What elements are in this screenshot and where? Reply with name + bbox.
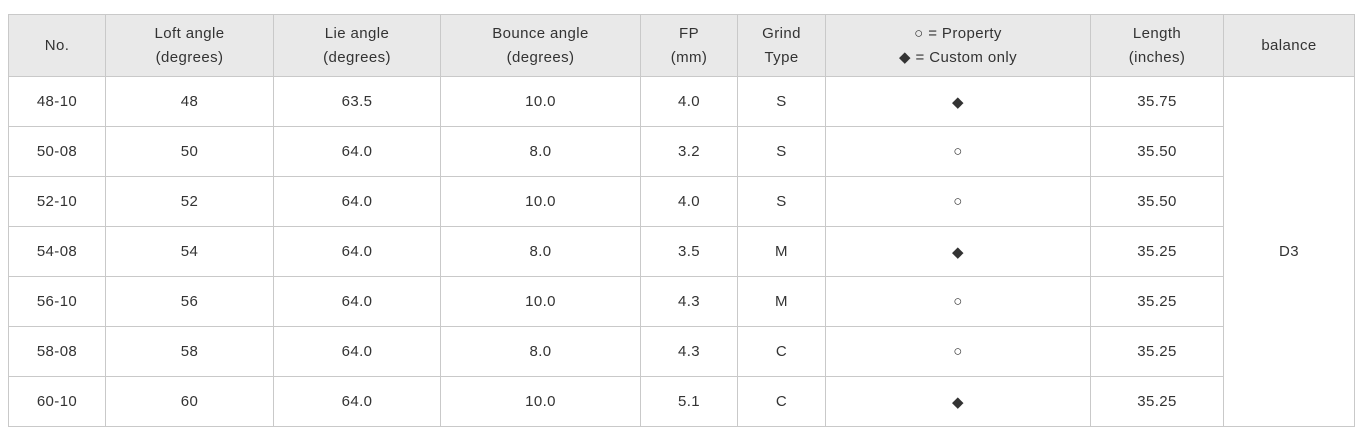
header-grind-type: Grind Type [737,14,826,77]
cell-fp: 5.1 [640,376,738,427]
header-grind-line2: Type [764,48,799,66]
header-length: Length (inches) [1090,14,1224,77]
header-lie-angle: Lie angle (degrees) [273,14,441,77]
header-length-line1: Length [1132,24,1182,42]
table-row: 60-10 60 64.0 10.0 5.1 C ◆ 35.25 [8,376,1355,427]
header-bounce-angle: Bounce angle (degrees) [440,14,641,77]
property-icon: ○ [825,326,1091,377]
header-row: No. Loft angle (degrees) Lie angle (degr… [8,14,1355,77]
cell-length: 35.25 [1090,276,1224,327]
cell-bounce: 10.0 [440,276,641,327]
cell-loft: 54 [105,226,274,277]
cell-loft: 48 [105,76,274,127]
cell-length: 35.25 [1090,376,1224,427]
legend-custom-only-line: ◆ = Custom only [899,48,1017,66]
table-row: 56-10 56 64.0 10.0 4.3 M ○ 35.25 [8,276,1355,327]
cell-lie: 63.5 [273,76,441,127]
header-bounce-line2: (degrees) [506,48,575,66]
cell-fp: 4.3 [640,276,738,327]
header-legend: ○ = Property ◆ = Custom only [825,14,1091,77]
table-row: 50-08 50 64.0 8.0 3.2 S ○ 35.50 [8,126,1355,177]
cell-fp: 3.5 [640,226,738,277]
header-no-line1: No. [44,36,70,54]
cell-bounce: 8.0 [440,326,641,377]
cell-length: 35.50 [1090,176,1224,227]
property-icon: ○ [825,176,1091,227]
cell-lie: 64.0 [273,176,441,227]
custom-only-icon: ◆ [825,376,1091,427]
header-grind-line1: Grind [762,24,801,42]
cell-balance: D3 [1223,76,1355,427]
wedge-spec-table: No. Loft angle (degrees) Lie angle (degr… [8,14,1355,427]
cell-length: 35.25 [1090,326,1224,377]
custom-only-icon: ◆ [825,76,1091,127]
cell-no: 56-10 [8,276,106,327]
header-balance-line1: balance [1261,36,1317,54]
header-balance: balance [1223,14,1355,77]
header-fp-line2: (mm) [670,48,708,66]
cell-loft: 58 [105,326,274,377]
cell-loft: 56 [105,276,274,327]
table-row: 58-08 58 64.0 8.0 4.3 C ○ 35.25 [8,326,1355,377]
header-lie-line1: Lie angle [324,24,390,42]
header-loft-line2: (degrees) [155,48,224,66]
header-fp-line1: FP [679,24,699,42]
cell-fp: 4.0 [640,176,738,227]
table-row: 54-08 54 64.0 8.0 3.5 M ◆ 35.25 [8,226,1355,277]
custom-only-icon: ◆ [825,226,1091,277]
cell-no: 60-10 [8,376,106,427]
cell-length: 35.25 [1090,226,1224,277]
cell-lie: 64.0 [273,376,441,427]
table-row: 52-10 52 64.0 10.0 4.0 S ○ 35.50 [8,176,1355,227]
cell-no: 50-08 [8,126,106,177]
property-icon: ○ [825,126,1091,177]
property-icon: ○ [825,276,1091,327]
cell-lie: 64.0 [273,226,441,277]
cell-lie: 64.0 [273,126,441,177]
cell-grind: S [737,176,826,227]
cell-bounce: 8.0 [440,126,641,177]
header-lie-line2: (degrees) [323,48,391,66]
cell-no: 58-08 [8,326,106,377]
cell-no: 52-10 [8,176,106,227]
cell-bounce: 8.0 [440,226,641,277]
cell-loft: 52 [105,176,274,227]
cell-length: 35.75 [1090,76,1224,127]
cell-no: 54-08 [8,226,106,277]
header-fp: FP (mm) [640,14,738,77]
cell-grind: S [737,126,826,177]
cell-grind: S [737,76,826,127]
table-header: No. Loft angle (degrees) Lie angle (degr… [8,14,1355,77]
cell-grind: C [737,376,826,427]
cell-grind: M [737,226,826,277]
cell-fp: 4.3 [640,326,738,377]
cell-fp: 3.2 [640,126,738,177]
cell-fp: 4.0 [640,76,738,127]
cell-bounce: 10.0 [440,76,641,127]
cell-no: 48-10 [8,76,106,127]
cell-lie: 64.0 [273,276,441,327]
header-loft-line1: Loft angle [154,24,225,42]
header-loft-angle: Loft angle (degrees) [105,14,274,77]
cell-length: 35.50 [1090,126,1224,177]
cell-lie: 64.0 [273,326,441,377]
header-length-line2: (inches) [1128,48,1186,66]
cell-grind: M [737,276,826,327]
header-bounce-line1: Bounce angle [492,24,589,42]
cell-loft: 60 [105,376,274,427]
table-body: 48-10 48 63.5 10.0 4.0 S ◆ 35.75 D3 50-0… [8,76,1355,427]
cell-grind: C [737,326,826,377]
cell-bounce: 10.0 [440,376,641,427]
cell-loft: 50 [105,126,274,177]
cell-bounce: 10.0 [440,176,641,227]
table-row: 48-10 48 63.5 10.0 4.0 S ◆ 35.75 D3 [8,76,1355,427]
header-no: No. [8,14,106,77]
legend-property-line: ○ = Property [914,24,1002,42]
